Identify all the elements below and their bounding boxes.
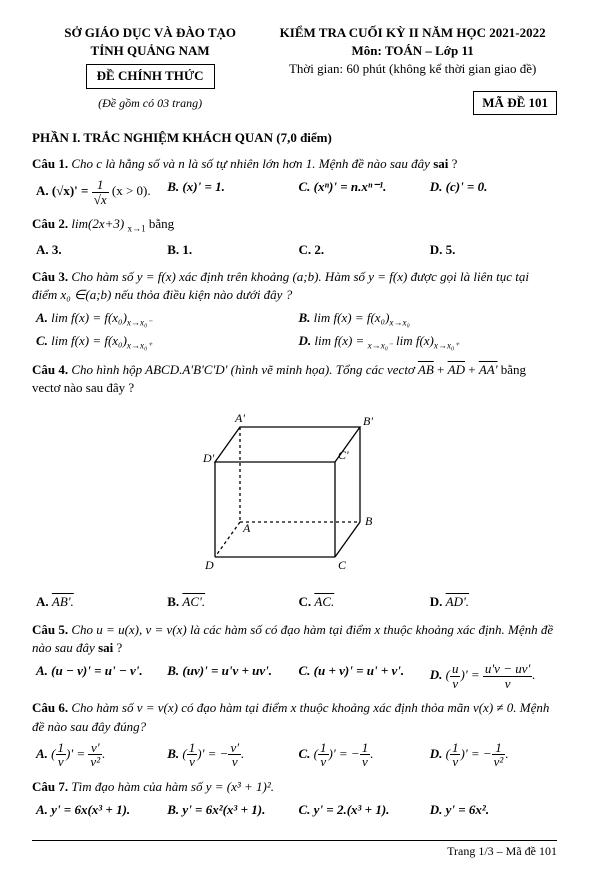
q7-a: A. y' = 6x(x³ + 1).	[32, 800, 163, 820]
q3-a: A. lim f(x) = f(x₀)x→x₀⁻	[32, 308, 295, 330]
q6-a: A. (1v)' = v'v².	[32, 740, 163, 770]
header-left: SỞ GIÁO DỤC VÀ ĐÀO TẠO TỈNH QUẢNG NAM ĐỀ…	[32, 24, 268, 115]
q1-c: C. (xⁿ)' = n.xⁿ⁻¹.	[295, 177, 426, 207]
q1-a: A. (√x)' = 1√x (x > 0).	[32, 177, 163, 207]
q2-c: C. 2.	[295, 240, 426, 260]
exam-code: MÃ ĐỀ 101	[473, 91, 557, 115]
q1-label: Câu 1.	[32, 156, 68, 171]
q5-b: B. (uv)' = u'v + uv'.	[163, 661, 294, 691]
q7-answers: A. y' = 6x(x³ + 1). B. y' = 6x²(x³ + 1).…	[32, 800, 557, 820]
exam-title: KIỂM TRA CUỐI KỲ II NĂM HỌC 2021-2022	[268, 24, 557, 42]
q6-c: C. (1v)' = −1v.	[295, 740, 426, 770]
svg-text:A: A	[242, 521, 251, 535]
question-2: Câu 2. lim(2x+3) x→1 bằng	[32, 215, 557, 235]
q3-b: B. lim f(x) = f(x₀)x→x₀	[295, 308, 558, 330]
official-box: ĐỀ CHÍNH THỨC	[86, 64, 215, 88]
subject: Môn: TOÁN – Lớp 11	[268, 42, 557, 60]
q7-d: D. y' = 6x².	[426, 800, 557, 820]
q3-c: C. lim f(x) = f(x₀)x→x₀⁺	[32, 331, 295, 353]
q3-answers: A. lim f(x) = f(x₀)x→x₀⁻ B. lim f(x) = f…	[32, 308, 557, 353]
page-note: (Đề gồm có 03 trang)	[32, 95, 268, 112]
q4-b: B. AC'.	[163, 592, 294, 612]
q4-a: A. AB'.	[32, 592, 163, 612]
svg-text:D': D'	[202, 451, 215, 465]
q1-answers: A. (√x)' = 1√x (x > 0). B. (x)' = 1. C. …	[32, 177, 557, 207]
header: SỞ GIÁO DỤC VÀ ĐÀO TẠO TỈNH QUẢNG NAM ĐỀ…	[32, 24, 557, 115]
q5-answers: A. (u − v)' = u' − v'. B. (uv)' = u'v + …	[32, 661, 557, 691]
q2-d: D. 5.	[426, 240, 557, 260]
svg-text:B: B	[365, 514, 373, 528]
q6-d: D. (1v)' = −1v².	[426, 740, 557, 770]
org-line1: SỞ GIÁO DỤC VÀ ĐÀO TẠO	[32, 24, 268, 42]
q4-d: D. AD'.	[426, 592, 557, 612]
q1-b: B. (x)' = 1.	[163, 177, 294, 207]
cube-svg: A' B' C' D' A B C D	[195, 407, 395, 577]
q1-text: Cho c là hằng số và n là số tự nhiên lớn…	[71, 156, 457, 171]
q6-b: B. (1v)' = −v'v.	[163, 740, 294, 770]
q6-answers: A. (1v)' = v'v². B. (1v)' = −v'v. C. (1v…	[32, 740, 557, 770]
svg-text:A': A'	[234, 411, 245, 425]
question-7: Câu 7. Tìm đạo hàm của hàm số y = (x³ + …	[32, 778, 557, 796]
section1-title: PHẦN I. TRẮC NGHIỆM KHÁCH QUAN (7,0 điểm…	[32, 129, 557, 147]
q4-answers: A. AB'. B. AC'. C. AC. D. AD'.	[32, 592, 557, 612]
svg-text:C': C'	[338, 448, 349, 462]
question-1: Câu 1. Cho c là hằng số và n là số tự nh…	[32, 155, 557, 173]
header-right: KIỂM TRA CUỐI KỲ II NĂM HỌC 2021-2022 Mô…	[268, 24, 557, 115]
q5-c: C. (u + v)' = u' + v'.	[295, 661, 426, 691]
q2-a: A. 3.	[32, 240, 163, 260]
q1-d: D. (c)' = 0.	[426, 177, 557, 207]
q5-a: A. (u − v)' = u' − v'.	[32, 661, 163, 691]
q7-c: C. y' = 2.(x³ + 1).	[295, 800, 426, 820]
org-line2: TỈNH QUẢNG NAM	[32, 42, 268, 60]
q4-c: C. AC.	[295, 592, 426, 612]
question-4: Câu 4. Cho hình hộp ABCD.A'B'C'D' (hình …	[32, 361, 557, 397]
question-3: Câu 3. Cho hàm số y = f(x) xác định trên…	[32, 268, 557, 304]
q5-d: D. (uv)' = u'v − uv'v.	[426, 661, 557, 691]
svg-text:B': B'	[363, 414, 373, 428]
q2-answers: A. 3. B. 1. C. 2. D. 5.	[32, 240, 557, 260]
footer: Trang 1/3 – Mã đề 101	[32, 840, 557, 860]
question-6: Câu 6. Cho hàm số v = v(x) có đạo hàm tạ…	[32, 699, 557, 735]
question-5: Câu 5. Cho u = u(x), v = v(x) là các hàm…	[32, 621, 557, 657]
q3-d: D. lim f(x) = x→x₀⁻ lim f(x)x→x₀⁺	[295, 331, 558, 353]
q2-b: B. 1.	[163, 240, 294, 260]
q7-b: B. y' = 6x²(x³ + 1).	[163, 800, 294, 820]
svg-text:C: C	[338, 558, 347, 572]
duration: Thời gian: 60 phút (không kể thời gian g…	[268, 60, 557, 78]
svg-text:D: D	[204, 558, 214, 572]
cube-figure: A' B' C' D' A B C D	[32, 407, 557, 582]
